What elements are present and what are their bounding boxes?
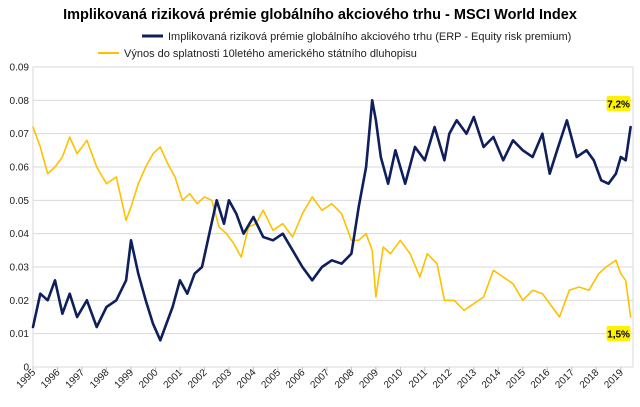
x-tick-label: 2004	[235, 367, 259, 391]
x-tick-label: 2018	[578, 367, 602, 391]
legend-label-bond-yield: Výnos do splatnosti 10letého amerického …	[124, 48, 417, 60]
x-tick-label: 2009	[357, 367, 381, 391]
x-tick-label: 2000	[137, 367, 161, 391]
badge-background	[606, 96, 631, 111]
x-tick-label: 2016	[529, 367, 553, 391]
y-tick-label: 0.04	[10, 229, 30, 240]
badge-label: 7,2%	[607, 100, 630, 111]
x-tick-label: 1998	[88, 367, 112, 391]
x-tick-label: 2001	[162, 367, 186, 391]
plot-frame	[32, 66, 634, 368]
y-tick-label: 0.03	[10, 263, 30, 274]
annotation-badge-erp: 7,2%	[606, 96, 631, 111]
x-tick-label: 2002	[186, 367, 210, 391]
y-tick-label: 0.01	[10, 329, 30, 340]
x-tick-label: 2003	[211, 367, 235, 391]
x-tick-label: 2013	[455, 367, 479, 391]
grid	[32, 66, 634, 368]
series-line-erp	[31, 99, 632, 342]
y-tick-label: 0.08	[10, 96, 30, 107]
x-tick-label: 1999	[113, 367, 137, 391]
x-tick-label: 2005	[260, 367, 284, 391]
x-tick-label: 2007	[308, 367, 332, 391]
annotations: 7,2% 1,5%	[606, 96, 631, 341]
series-line-bond-yield	[32, 126, 632, 318]
annotation-badge-bond-yield: 1,5%	[606, 326, 631, 341]
x-axis: 1995 1996 1997 1998 1999 2000 2001 2002 2003 2004…	[15, 367, 626, 391]
y-tick-label: 0.07	[10, 129, 30, 140]
x-tick-label: 1997	[64, 367, 88, 391]
badge-background	[606, 326, 631, 341]
legend: Implikovaná riziková prémie globálního a…	[98, 31, 571, 60]
y-tick-label: 0.06	[10, 163, 30, 174]
x-tick-label: 2011	[407, 367, 430, 390]
x-tick-label: 1995	[15, 367, 39, 391]
x-tick-label: 2017	[553, 367, 577, 391]
y-axis: 0 0.01 0.02 0.03 0.04 0.05 0.06 0.07 0.08 0.09	[10, 63, 30, 374]
x-tick-label: 2012	[431, 367, 455, 391]
series	[31, 99, 632, 342]
chart-title: Implikovaná riziková prémie globálního a…	[63, 7, 577, 23]
x-tick-label: 2008	[333, 367, 357, 391]
x-tick-label: 2014	[480, 367, 504, 391]
x-tick-label: 2019	[602, 367, 626, 391]
x-tick-label: 2006	[284, 367, 308, 391]
x-tick-label: 1996	[39, 367, 63, 391]
legend-label-erp: Implikovaná riziková prémie globálního a…	[168, 31, 571, 43]
y-tick-label: 0.09	[10, 63, 30, 74]
y-tick-label: 0	[23, 363, 29, 374]
x-tick-label: 2015	[504, 367, 528, 391]
x-tick-label: 2010	[382, 367, 406, 391]
badge-label: 1,5%	[607, 330, 630, 341]
y-tick-label: 0.05	[10, 196, 30, 207]
y-tick-label: 0.02	[10, 296, 30, 307]
